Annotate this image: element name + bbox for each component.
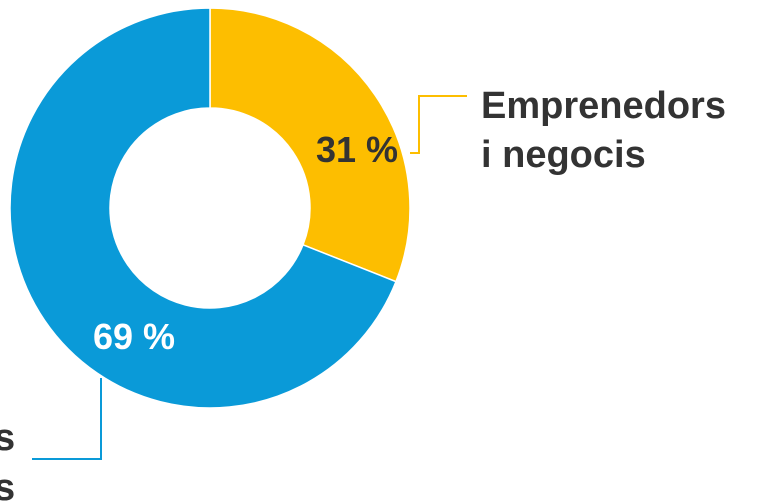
category-label-other-line1: s (0, 417, 15, 459)
category-label-emprenedors-line2: i negocis (481, 134, 646, 176)
donut-slices (9, 7, 411, 409)
category-label-other-line2: s (0, 467, 15, 503)
value-label-other: 69 % (93, 316, 175, 357)
slice-other (9, 7, 397, 409)
value-label-emprenedors: 31 % (316, 129, 398, 170)
category-label-emprenedors-line1: Emprenedors (481, 85, 726, 127)
leader-line-other (32, 378, 102, 460)
slice-emprenedors (209, 7, 411, 283)
leader-line-emprenedors (410, 95, 467, 154)
